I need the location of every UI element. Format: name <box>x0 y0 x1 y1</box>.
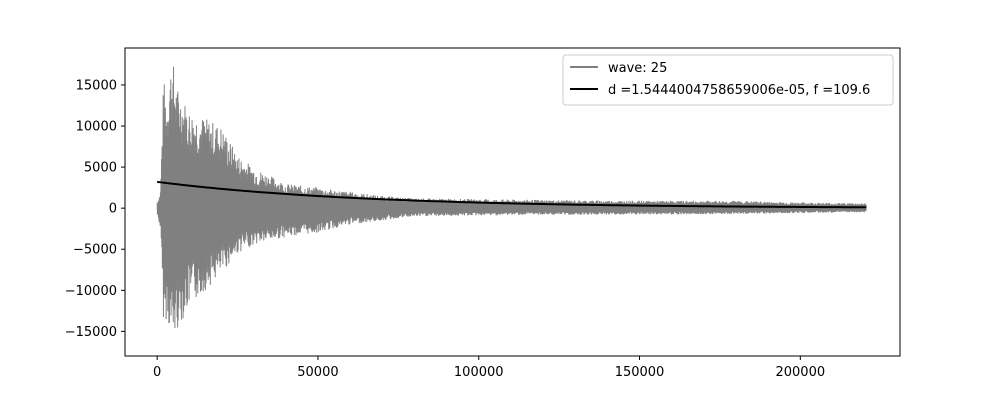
y-tick-label: 0 <box>109 202 117 217</box>
x-tick-label: 100000 <box>454 365 504 380</box>
wave-line <box>156 66 867 328</box>
y-tick-label: −10000 <box>65 284 117 299</box>
legend-box <box>562 54 894 106</box>
x-tick-label: 200000 <box>775 365 825 380</box>
y-axis: −15000 −10000 −5000 0 5000 10000 15000 <box>65 78 125 340</box>
legend: wave: 25 d =1.5444004758659006e-05, f =1… <box>562 54 894 106</box>
y-tick-label: 5000 <box>84 161 117 176</box>
x-tick-label: 150000 <box>615 365 665 380</box>
axes-frame <box>124 47 901 357</box>
x-tick-label: 50000 <box>297 365 338 380</box>
x-tick-label: 0 <box>153 365 161 380</box>
plot-area <box>124 47 901 357</box>
wave-series <box>156 66 867 328</box>
legend-label-fit: d =1.5444004758659006e-05, f =109.6 <box>608 83 870 98</box>
x-axis: 0 50000 100000 150000 200000 <box>153 356 825 380</box>
y-tick-label: 10000 <box>76 120 117 135</box>
y-tick-label: −15000 <box>65 325 117 340</box>
y-tick-label: 15000 <box>76 78 117 93</box>
fit-curve <box>157 180 867 209</box>
legend-label-wave: wave: 25 <box>608 61 667 76</box>
y-tick-label: −5000 <box>73 243 117 258</box>
